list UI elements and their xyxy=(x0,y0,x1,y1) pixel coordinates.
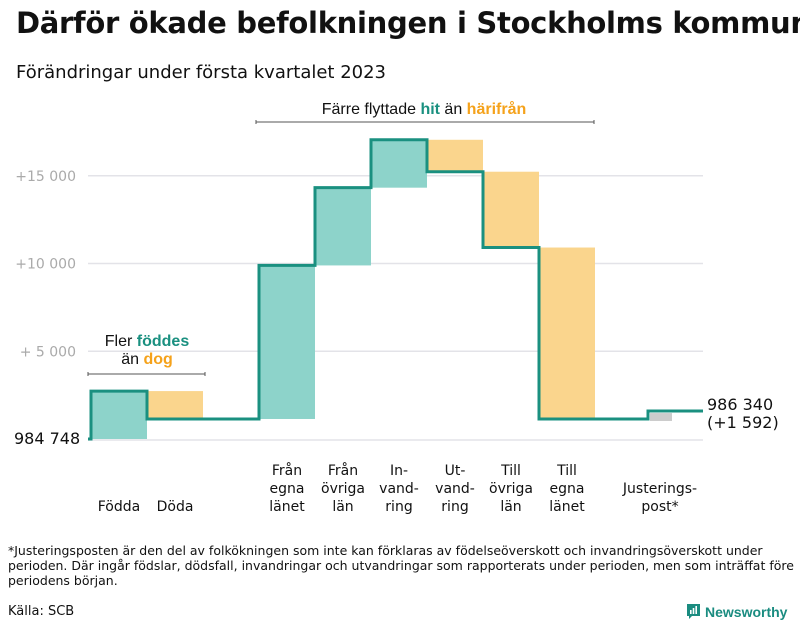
x-category-label: ring xyxy=(441,499,468,515)
x-category-label: ring xyxy=(385,499,412,515)
x-category-label: Födda xyxy=(98,499,140,515)
x-category-label: Ut- xyxy=(445,463,466,479)
x-category-label: Till xyxy=(500,463,521,479)
annotation-text: än xyxy=(440,101,467,118)
chart-title: Därför ökade befolkningen i Stockholms k… xyxy=(16,6,800,40)
bar-döda xyxy=(147,391,203,419)
bar-frånövrigalän xyxy=(315,187,371,266)
start-value-label: 984 748 xyxy=(14,429,80,448)
end-value-label: 986 340 xyxy=(707,395,773,414)
bar-tillegnalänet xyxy=(539,247,595,419)
annotation-highlight-hit: hit xyxy=(420,101,440,118)
x-category-label: län xyxy=(500,499,521,515)
x-category-label: Från xyxy=(328,462,358,479)
footnote: *Justeringsposten är den del av folkökni… xyxy=(8,543,794,588)
x-category-label: In- xyxy=(390,463,408,479)
brand-logo: Newsworthy xyxy=(686,603,787,620)
x-category-label: övriga xyxy=(489,481,533,497)
x-category-label: post* xyxy=(641,499,678,515)
brand-name: Newsworthy xyxy=(705,603,788,620)
bar-justeringspost xyxy=(650,413,672,421)
end-change-label: (+1 592) xyxy=(707,413,779,432)
y-tick-label: +15 000 xyxy=(15,169,76,185)
x-category-label: län xyxy=(332,499,353,515)
x-category-label: länet xyxy=(549,499,585,515)
waterfall-chart: + 5 000 +10 000 +15 000 Födda Döda Från egna lä… xyxy=(14,100,779,515)
x-category-label: länet xyxy=(269,499,305,515)
annotation-births-line1: Fler föddes xyxy=(105,333,190,350)
annotation-births-line2: än dog xyxy=(121,351,173,368)
bar-tillövrigalän xyxy=(483,171,539,248)
annotation-highlight-dog: dog xyxy=(143,351,172,368)
x-category-label: vand- xyxy=(435,481,475,497)
x-category-label: Från xyxy=(272,462,302,479)
annotation-highlight-harifran: härifrån xyxy=(467,100,527,118)
annotation-moves: Färre flyttade hit än härifrån xyxy=(322,100,527,118)
y-tick-label: +10 000 xyxy=(15,257,76,273)
annotation-text: Färre flyttade xyxy=(322,101,421,118)
running-total-line xyxy=(88,138,703,441)
source-note: Källa: SCB xyxy=(8,604,75,619)
bar-utvandring xyxy=(427,139,483,172)
annotation-highlight-fodda: föddes xyxy=(137,333,190,350)
newsworthy-logo-icon xyxy=(687,604,700,619)
x-category-label: Justerings- xyxy=(622,481,697,497)
x-category-label: egna xyxy=(270,481,305,497)
annotation-text: Fler xyxy=(105,333,137,350)
annotation-text: än xyxy=(121,351,143,368)
x-category-label: Till xyxy=(556,463,577,479)
x-category-label: Döda xyxy=(157,499,194,515)
x-category-label: övriga xyxy=(321,481,365,497)
bar-födda xyxy=(91,391,147,439)
x-category-label: vand- xyxy=(379,481,419,497)
x-category-label: egna xyxy=(550,481,585,497)
bar-invandring xyxy=(371,139,427,188)
bar-frånegnalänet xyxy=(259,265,315,419)
y-tick-label: + 5 000 xyxy=(20,344,76,360)
chart-subtitle: Förändringar under första kvartalet 2023 xyxy=(16,62,387,83)
